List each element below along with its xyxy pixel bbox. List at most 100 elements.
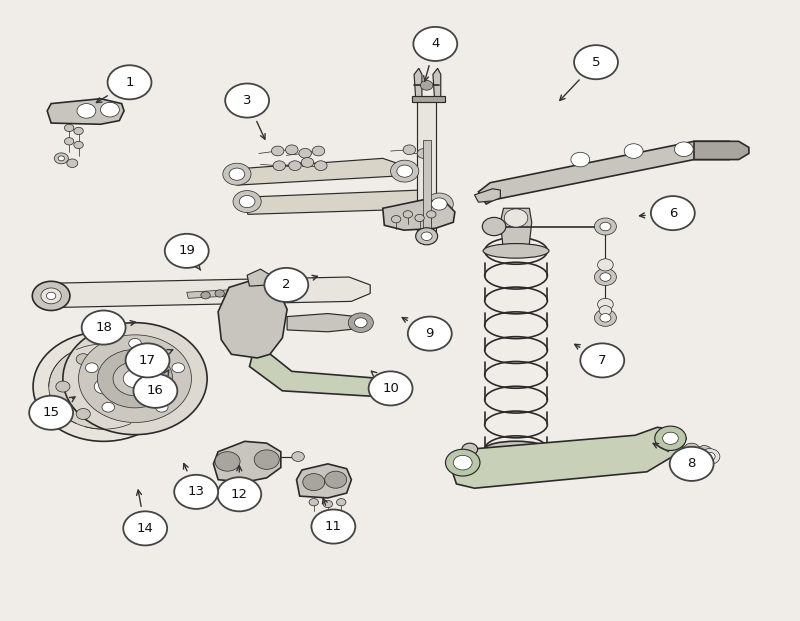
Circle shape (101, 102, 119, 117)
Circle shape (98, 350, 173, 408)
Text: 15: 15 (42, 406, 60, 419)
Polygon shape (451, 427, 686, 488)
Polygon shape (247, 269, 270, 286)
Ellipse shape (483, 243, 549, 258)
Circle shape (696, 446, 712, 458)
Circle shape (418, 148, 430, 158)
Text: 12: 12 (230, 487, 248, 501)
Circle shape (29, 396, 73, 430)
Circle shape (309, 499, 318, 506)
Circle shape (117, 409, 131, 419)
Polygon shape (418, 101, 436, 232)
Circle shape (416, 228, 438, 245)
Circle shape (323, 501, 333, 508)
Text: 8: 8 (687, 457, 696, 470)
Circle shape (354, 318, 367, 327)
Polygon shape (414, 68, 422, 99)
Circle shape (655, 426, 686, 450)
Circle shape (397, 165, 413, 177)
Circle shape (54, 153, 68, 164)
Circle shape (431, 198, 447, 210)
Circle shape (155, 402, 168, 412)
Text: 9: 9 (426, 327, 434, 340)
Circle shape (49, 344, 158, 429)
Circle shape (426, 211, 436, 218)
Circle shape (594, 218, 616, 235)
Polygon shape (287, 314, 365, 332)
Circle shape (454, 455, 472, 470)
Circle shape (408, 317, 452, 351)
Polygon shape (412, 96, 445, 102)
Circle shape (684, 443, 699, 455)
Circle shape (594, 268, 616, 286)
Circle shape (292, 451, 304, 461)
Polygon shape (218, 280, 287, 358)
Circle shape (123, 511, 167, 545)
Polygon shape (46, 277, 370, 307)
Circle shape (312, 146, 325, 156)
Circle shape (117, 354, 131, 365)
Text: 19: 19 (178, 244, 195, 257)
Circle shape (289, 161, 302, 171)
Circle shape (76, 409, 90, 419)
Circle shape (348, 313, 374, 332)
Circle shape (337, 499, 346, 506)
Polygon shape (474, 189, 500, 202)
Text: 10: 10 (382, 382, 399, 395)
Polygon shape (297, 464, 351, 498)
Circle shape (420, 81, 433, 90)
Polygon shape (230, 158, 408, 185)
Circle shape (571, 152, 590, 167)
Text: 13: 13 (188, 486, 205, 499)
Circle shape (462, 443, 478, 455)
Circle shape (138, 381, 151, 392)
Circle shape (46, 292, 56, 299)
Circle shape (74, 142, 83, 148)
Circle shape (76, 354, 90, 365)
Circle shape (580, 343, 624, 378)
Circle shape (421, 232, 432, 240)
Circle shape (63, 323, 207, 435)
Text: 11: 11 (325, 520, 342, 533)
Circle shape (286, 145, 298, 155)
Circle shape (670, 447, 714, 481)
Text: 18: 18 (95, 321, 112, 334)
Circle shape (165, 234, 209, 268)
Circle shape (704, 452, 715, 461)
Polygon shape (500, 208, 532, 251)
Polygon shape (478, 142, 738, 204)
Circle shape (77, 104, 96, 118)
Polygon shape (242, 190, 444, 214)
Circle shape (264, 268, 308, 302)
Circle shape (378, 376, 406, 398)
Circle shape (390, 160, 419, 182)
Circle shape (302, 474, 325, 491)
Circle shape (123, 369, 146, 388)
Circle shape (662, 432, 678, 445)
Text: 3: 3 (243, 94, 251, 107)
Circle shape (225, 83, 269, 117)
Circle shape (33, 332, 174, 442)
Circle shape (229, 168, 245, 180)
Circle shape (600, 273, 611, 281)
Circle shape (599, 306, 612, 315)
Circle shape (94, 379, 113, 394)
Circle shape (600, 222, 611, 231)
Circle shape (32, 281, 70, 310)
Circle shape (239, 196, 255, 207)
Text: 14: 14 (137, 522, 154, 535)
Circle shape (74, 127, 83, 135)
Circle shape (299, 148, 311, 158)
Polygon shape (433, 68, 441, 99)
Circle shape (129, 338, 142, 348)
Circle shape (67, 159, 78, 168)
Polygon shape (250, 350, 400, 397)
Circle shape (229, 289, 238, 296)
Text: 17: 17 (139, 354, 156, 367)
Text: 1: 1 (126, 76, 134, 89)
Text: 2: 2 (282, 278, 290, 291)
Ellipse shape (485, 442, 547, 457)
Circle shape (215, 290, 224, 297)
Circle shape (403, 211, 413, 218)
Polygon shape (47, 99, 124, 124)
